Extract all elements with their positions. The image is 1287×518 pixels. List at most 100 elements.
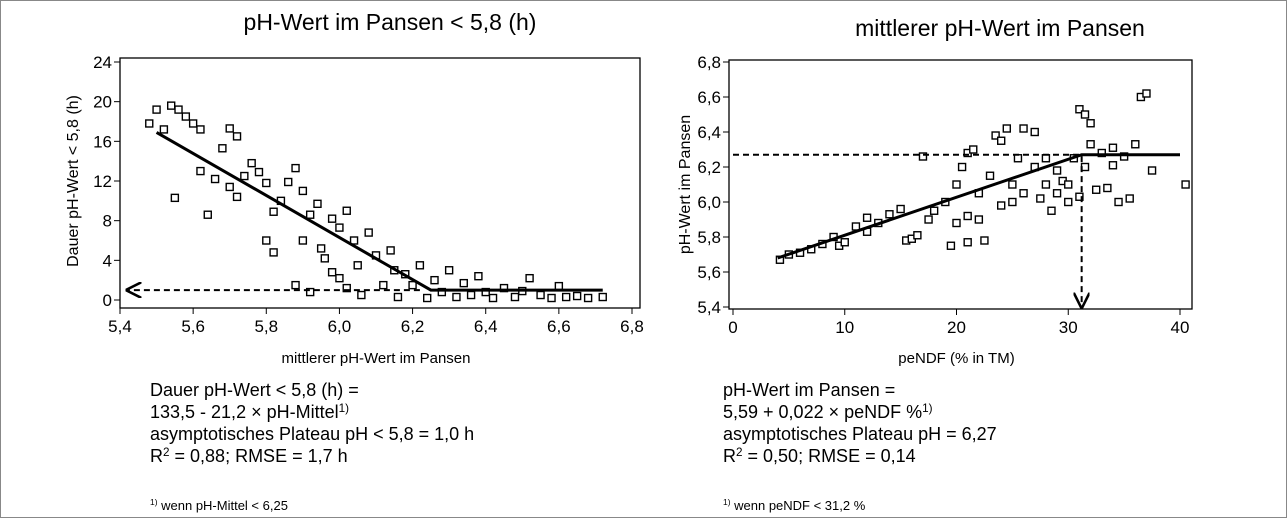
data-point <box>284 177 293 187</box>
y-tick-label: 5,8 <box>697 228 721 247</box>
data-point <box>145 119 154 128</box>
y-tick-label: 6,4 <box>697 123 721 142</box>
data-point <box>1019 189 1028 198</box>
data-point <box>547 293 556 303</box>
data-point <box>980 236 989 245</box>
note-text: R <box>150 446 163 466</box>
x-tick-label: 0 <box>728 318 737 337</box>
data-point <box>1075 105 1084 114</box>
x-axis-label: mittlerer pH-Wert im Pansen <box>282 350 471 367</box>
data-point <box>1064 197 1073 207</box>
data-point <box>924 215 933 224</box>
note-text: = 0,88; RMSE = 1,7 h <box>170 446 348 466</box>
y-tick-label: 0 <box>103 291 112 310</box>
data-point <box>1103 183 1112 193</box>
data-point <box>1125 194 1134 203</box>
superscript: 1) <box>922 402 933 415</box>
x-tick-label: 5,6 <box>181 317 205 336</box>
note-line: 5,59 + 0,022 × peNDF %1) <box>723 402 933 423</box>
data-point <box>1008 197 1017 207</box>
data-point <box>1013 154 1023 163</box>
data-point <box>240 171 249 181</box>
data-point <box>152 105 161 114</box>
data-point <box>327 214 337 223</box>
data-point <box>957 162 967 172</box>
data-point <box>488 293 498 303</box>
data-point <box>851 222 861 231</box>
data-point <box>1041 180 1051 189</box>
data-point <box>262 236 271 245</box>
data-point <box>525 273 534 283</box>
data-point <box>452 292 461 302</box>
x-tick-label: 5,4 <box>108 317 132 336</box>
data-point <box>1147 166 1157 175</box>
data-point <box>1019 124 1028 133</box>
data-point <box>166 101 176 110</box>
y-tick-label: 6,2 <box>697 158 721 177</box>
reference-line <box>733 153 1082 307</box>
data-point <box>536 290 545 300</box>
data-point <box>247 158 256 168</box>
chart-title: pH-Wert im Pansen < 5,8 (h) <box>244 9 537 35</box>
data-point <box>364 228 373 237</box>
y-tick-label: 5,4 <box>697 298 721 317</box>
data-point <box>918 152 928 161</box>
x-tick-label: 6,2 <box>401 317 425 336</box>
data-point <box>269 207 278 216</box>
data-point <box>225 124 234 133</box>
data-point <box>466 290 476 300</box>
x-tick-label: 10 <box>835 318 854 337</box>
data-point <box>997 201 1006 210</box>
data-point <box>170 193 180 203</box>
note-text: asymptotisches Plateau pH = 6,27 <box>723 424 997 444</box>
data-point <box>913 231 922 240</box>
data-point <box>1091 185 1101 194</box>
data-point <box>1131 140 1140 149</box>
data-point <box>1041 154 1051 163</box>
data-point <box>298 236 308 245</box>
x-tick-label: 40 <box>1171 318 1190 337</box>
data-point <box>232 192 242 202</box>
note-text: asymptotisches Plateau pH < 5,8 = 1,0 h <box>150 424 474 444</box>
data-point <box>342 283 351 293</box>
data-point <box>269 248 278 257</box>
data-point <box>342 206 351 215</box>
data-point <box>316 244 326 253</box>
y-tick-label: 16 <box>93 132 112 151</box>
y-tick-label: 24 <box>93 53 112 72</box>
note-line: Dauer pH-Wert < 5,8 (h) = <box>150 380 359 400</box>
data-point <box>459 278 468 288</box>
chart-title: mittlerer pH-Wert im Pansen <box>855 15 1145 41</box>
data-point <box>1119 152 1129 161</box>
x-axis-label: peNDF (% in TM) <box>898 350 1014 367</box>
plot-frame <box>119 57 641 309</box>
x-tick-label: 6,0 <box>328 317 352 336</box>
data-point <box>1181 180 1190 189</box>
note-text: wenn peNDF < 31,2 % <box>731 498 866 513</box>
footnote: 1) wenn peNDF < 31,2 % <box>723 497 866 513</box>
data-point <box>1086 119 1095 128</box>
data-point <box>1080 110 1090 119</box>
data-point <box>1108 143 1118 152</box>
data-point <box>1064 180 1073 189</box>
note-line: pH-Wert im Pansen = <box>723 380 895 400</box>
note-text: = 0,50; RMSE = 0,14 <box>743 446 916 466</box>
data-point <box>181 112 191 121</box>
x-tick-label: 6,8 <box>620 317 644 336</box>
data-point <box>188 119 198 128</box>
data-point <box>862 213 872 222</box>
note-text: wenn pH-Mittel < 6,25 <box>158 498 288 513</box>
data-point <box>353 261 362 270</box>
data-point <box>444 266 454 275</box>
data-point <box>474 272 483 281</box>
data-point <box>929 206 939 215</box>
y-tick-label: 4 <box>103 251 112 270</box>
data-point <box>1047 206 1056 215</box>
data-point <box>481 287 490 297</box>
data-point <box>210 174 220 184</box>
data-point <box>335 273 344 283</box>
data-point <box>1052 166 1062 175</box>
y-axis-label: Dauer pH-Wert < 5,8 (h) <box>65 95 82 267</box>
data-point <box>1002 124 1011 133</box>
data-point <box>1086 140 1095 149</box>
